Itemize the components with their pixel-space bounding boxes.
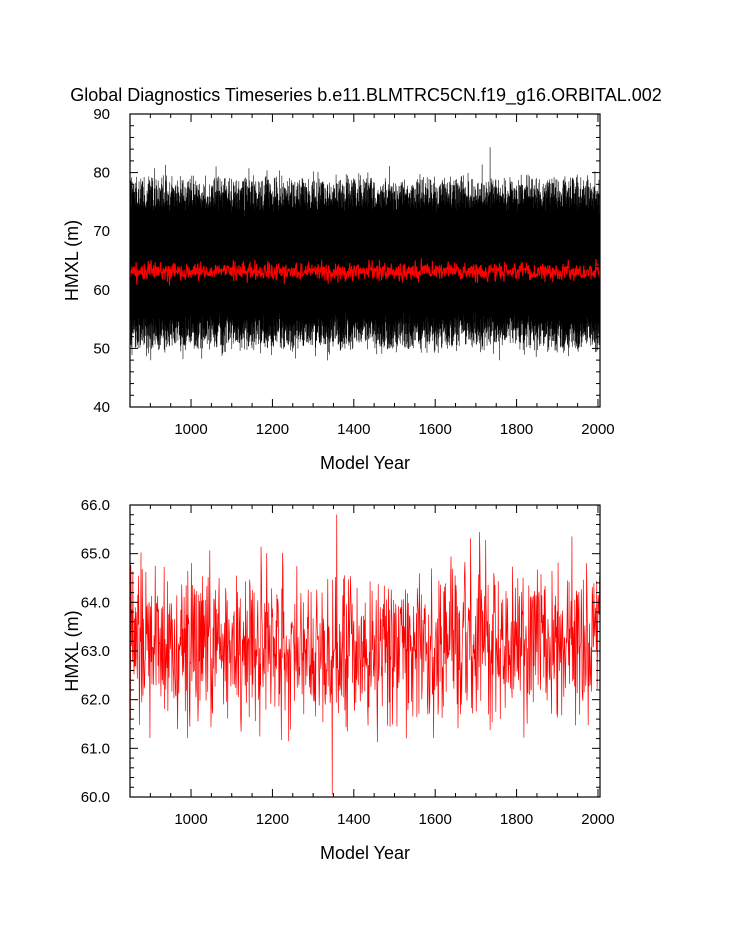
y-tick-label: 80 bbox=[93, 165, 110, 182]
y-tick-label: 50 bbox=[93, 340, 110, 357]
x-axis-label: Model Year bbox=[320, 453, 410, 473]
x-axis: 1000 1200 1400 1600 1800 2000 bbox=[129, 114, 615, 438]
top-panel: 1000 1200 1400 1600 1800 2000 40 50 60 70 80 90 Mo… bbox=[62, 106, 615, 473]
y-axis-label: HMXL (m) bbox=[62, 610, 82, 691]
x-tick-label: 1600 bbox=[419, 421, 452, 438]
series-layer bbox=[129, 514, 601, 795]
x-axis: 1000 1200 1400 1600 1800 2000 bbox=[129, 505, 615, 828]
x-tick-label: 1200 bbox=[256, 811, 289, 828]
y-tick-label: 61.0 bbox=[81, 740, 110, 757]
x-tick-label: 1600 bbox=[419, 811, 452, 828]
y-tick-label: 90 bbox=[93, 106, 110, 123]
y-tick-label: 60 bbox=[93, 282, 110, 299]
x-tick-label: 1200 bbox=[256, 421, 289, 438]
y-tick-label: 70 bbox=[93, 223, 110, 240]
x-tick-label: 1400 bbox=[337, 811, 370, 828]
series-line-annual-mean bbox=[129, 514, 601, 795]
x-tick-label: 1000 bbox=[174, 811, 207, 828]
y-tick-label: 64.0 bbox=[81, 594, 110, 611]
x-tick-label: 2000 bbox=[581, 421, 614, 438]
x-tick-label: 1000 bbox=[174, 421, 207, 438]
x-tick-label: 1800 bbox=[500, 811, 533, 828]
series-line-monthly bbox=[129, 147, 601, 361]
x-tick-label: 1800 bbox=[500, 421, 533, 438]
y-tick-label: 62.0 bbox=[81, 692, 110, 709]
x-tick-label: 2000 bbox=[581, 811, 614, 828]
y-tick-label: 63.0 bbox=[81, 643, 110, 660]
chart-title: Global Diagnostics Timeseries b.e11.BLMT… bbox=[70, 85, 662, 106]
y-tick-label: 40 bbox=[93, 399, 110, 416]
y-tick-label: 60.0 bbox=[81, 789, 110, 806]
x-tick-label: 1400 bbox=[337, 421, 370, 438]
y-axis: 40 50 60 70 80 90 bbox=[93, 106, 600, 416]
x-axis-label: Model Year bbox=[320, 843, 410, 863]
y-tick-label: 66.0 bbox=[81, 497, 110, 514]
y-tick-label: 65.0 bbox=[81, 546, 110, 563]
plot-frame bbox=[129, 113, 601, 408]
y-axis: 60.0 61.0 62.0 63.0 64.0 65.0 66.0 bbox=[81, 497, 600, 806]
y-axis-label: HMXL (m) bbox=[62, 220, 82, 301]
series-line-annual-mean bbox=[129, 258, 601, 286]
series-layer bbox=[129, 147, 601, 361]
bottom-panel: 1000 1200 1400 1600 1800 2000 60.0 61.0 62.0 63.… bbox=[62, 497, 615, 863]
